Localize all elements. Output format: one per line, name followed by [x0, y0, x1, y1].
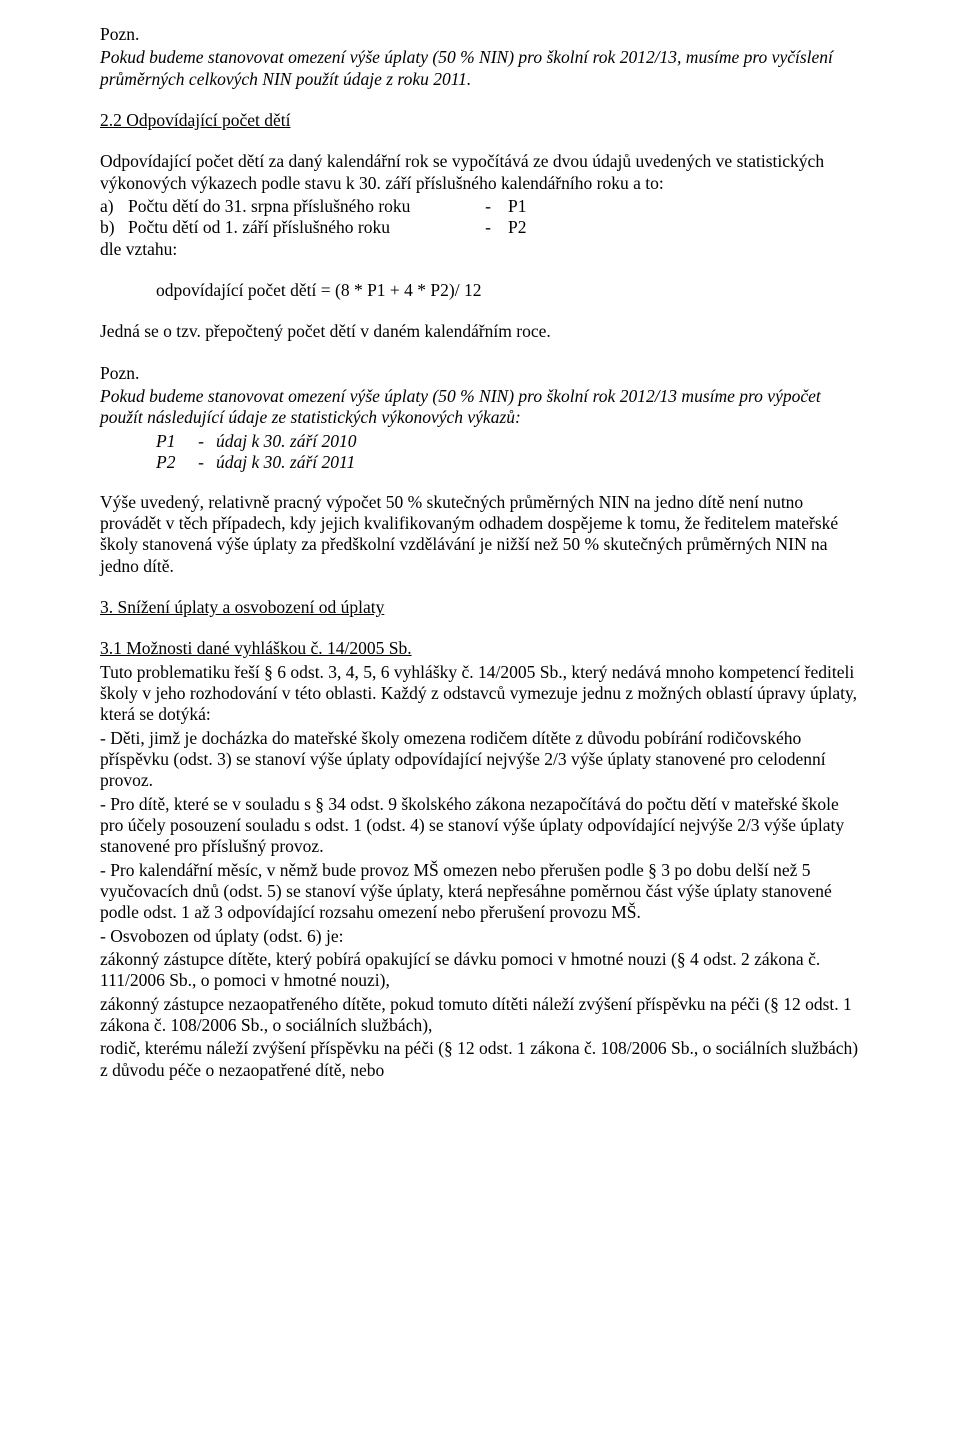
sec31-p1: Tuto problematiku řeší § 6 odst. 3, 4, 5…: [100, 662, 860, 726]
p2-label: P2: [156, 452, 186, 473]
sec3-heading: 3. Snížení úplaty a osvobození od úplaty: [100, 597, 860, 618]
sec31-heading: 3.1 Možnosti dané vyhláškou č. 14/2005 S…: [100, 638, 860, 659]
document-page: Pozn. Pokud budeme stanovovat omezení vý…: [0, 0, 960, 1447]
sec22-item-a: a) Počtu dětí do 31. srpna příslušného r…: [100, 196, 860, 217]
dash: -: [468, 217, 508, 238]
p1-label: P1: [156, 431, 186, 452]
note2-body: Pokud budeme stanovovat omezení výše úpl…: [100, 386, 860, 429]
list-val-a: P1: [508, 196, 548, 217]
note2-p2: P2 - údaj k 30. září 2011: [100, 452, 860, 473]
sec31-b1: - Děti, jimž je docházka do mateřské ško…: [100, 728, 860, 792]
note2-p1: P1 - údaj k 30. září 2010: [100, 431, 860, 452]
note1-body: Pokud budeme stanovovat omezení výše úpl…: [100, 47, 860, 90]
list-text-a: Počtu dětí do 31. srpna příslušného roku: [128, 196, 468, 217]
dash: -: [186, 431, 216, 452]
sec22-formula: odpovídající počet dětí = (8 * P1 + 4 * …: [100, 280, 860, 301]
sec31-b4: - Osvobozen od úplaty (odst. 6) je:: [100, 926, 860, 947]
dash: -: [468, 196, 508, 217]
list-label-b: b): [100, 217, 128, 238]
note2-label: Pozn.: [100, 363, 860, 384]
para-calc: Výše uvedený, relativně pracný výpočet 5…: [100, 492, 860, 577]
p1-text: údaj k 30. září 2010: [216, 431, 357, 452]
dash: -: [186, 452, 216, 473]
sec31-b2: - Pro dítě, které se v souladu s § 34 od…: [100, 794, 860, 858]
sec31-b4b: zákonný zástupce nezaopatřeného dítěte, …: [100, 994, 860, 1037]
sec22-heading: 2.2 Odpovídající počet dětí: [100, 110, 860, 131]
sec31-b3: - Pro kalendářní měsíc, v němž bude prov…: [100, 860, 860, 924]
list-label-a: a): [100, 196, 128, 217]
sec22-p2: Jedná se o tzv. přepočtený počet dětí v …: [100, 321, 860, 342]
list-text-b: Počtu dětí od 1. září příslušného roku: [128, 217, 468, 238]
p2-text: údaj k 30. září 2011: [216, 452, 355, 473]
sec31-b4c: rodič, kterému náleží zvýšení příspěvku …: [100, 1038, 860, 1081]
sec22-p1: Odpovídající počet dětí za daný kalendář…: [100, 151, 860, 194]
sec31-b4a: zákonný zástupce dítěte, který pobírá op…: [100, 949, 860, 992]
list-val-b: P2: [508, 217, 548, 238]
sec22-item-b: b) Počtu dětí od 1. září příslušného rok…: [100, 217, 860, 238]
note1-label: Pozn.: [100, 24, 860, 45]
sec22-dle: dle vztahu:: [100, 239, 860, 260]
